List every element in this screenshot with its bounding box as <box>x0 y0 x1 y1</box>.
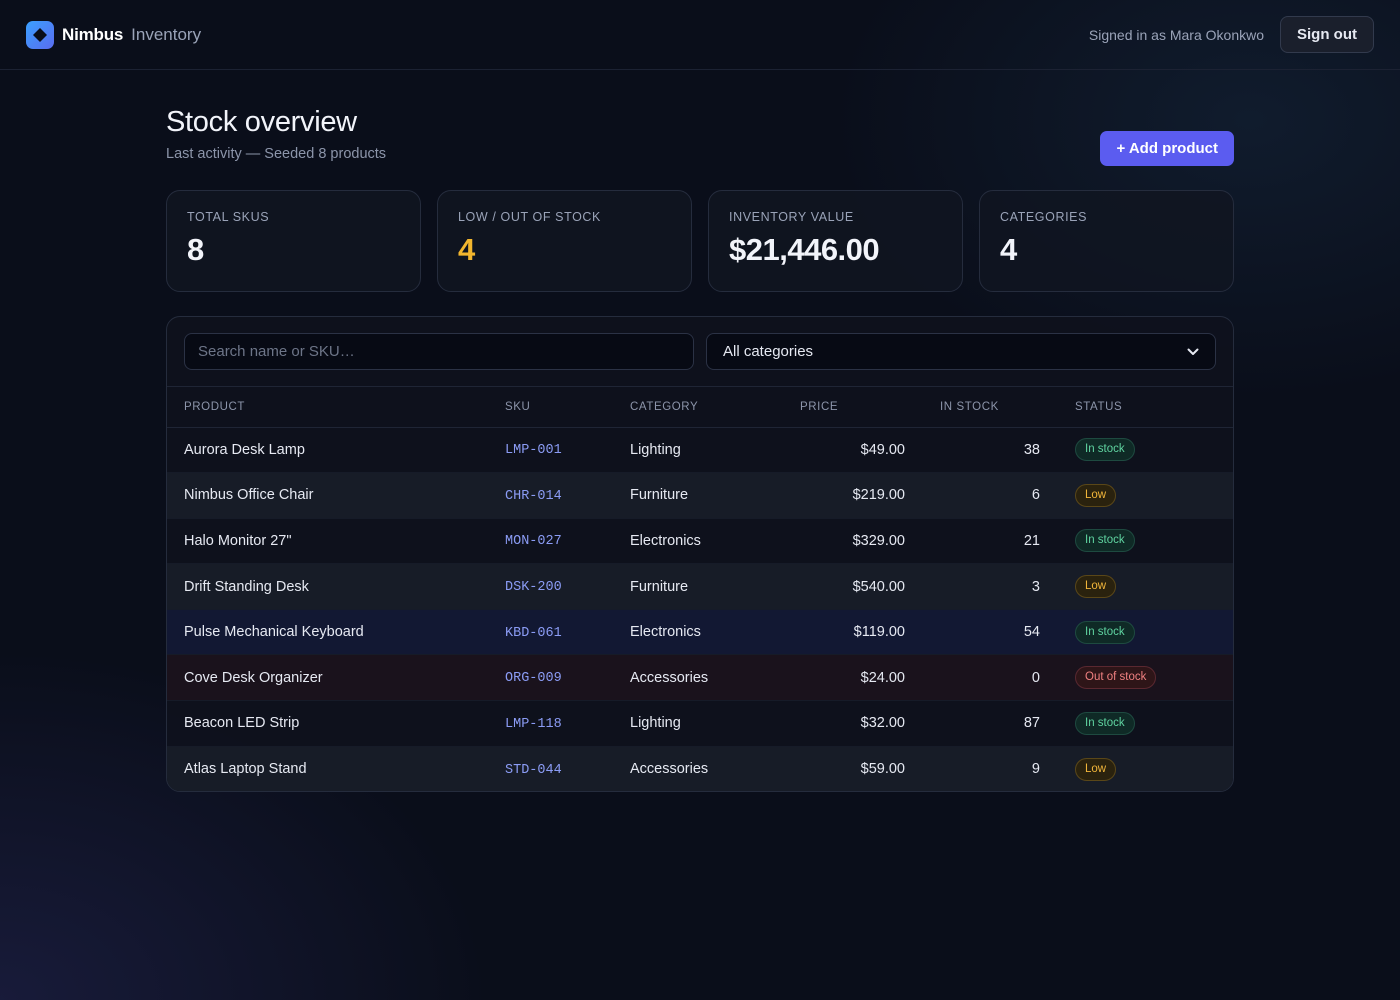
add-product-button[interactable]: + Add product <box>1100 131 1234 166</box>
stock-cell: 9 <box>905 746 1040 791</box>
column-header-in-stock[interactable]: IN STOCK <box>905 387 1040 428</box>
stat-card-low-stock: LOW / OUT OF STOCK 4 <box>437 190 692 292</box>
product-name: Nimbus Office Chair <box>167 472 505 519</box>
status-badge: Low <box>1075 575 1117 599</box>
column-header-product[interactable]: PRODUCT <box>167 387 505 428</box>
inventory-panel: All categories PRODUCT SKU CATEGORY PRIC… <box>166 316 1234 792</box>
last-activity-text: Last activity — Seeded 8 products <box>166 146 387 162</box>
sku-code: LMP-001 <box>505 443 562 459</box>
brand[interactable]: Nimbus Inventory <box>26 20 202 49</box>
status-badge: Low <box>1075 757 1117 781</box>
status-badge: In stock <box>1075 711 1135 735</box>
sku-code: DSK-200 <box>505 580 562 596</box>
table-row[interactable]: Drift Standing Desk DSK-200 Furniture $5… <box>167 563 1233 610</box>
sku-code: KBD-061 <box>505 625 562 641</box>
page-title: Stock overview <box>166 106 357 138</box>
stat-card-total-skus: TOTAL SKUS 8 <box>166 190 421 292</box>
column-header-category[interactable]: CATEGORY <box>630 387 800 428</box>
table-row[interactable]: Beacon LED Strip LMP-118 Lighting $32.00… <box>167 700 1233 747</box>
status-badge: In stock <box>1075 529 1135 553</box>
top-bar: Nimbus Inventory Signed in as Mara Okonk… <box>0 0 1400 70</box>
status-badge: Out of stock <box>1075 666 1157 690</box>
price-cell: $540.00 <box>800 563 905 610</box>
table-row[interactable]: Aurora Desk Lamp LMP-001 Lighting $49.00… <box>167 427 1233 474</box>
category-cell: Electronics <box>630 609 800 656</box>
table-header-row: PRODUCT SKU CATEGORY PRICE IN STOCK STAT… <box>167 387 1233 428</box>
product-name: Atlas Laptop Stand <box>167 746 505 791</box>
stock-cell: 6 <box>905 472 1040 519</box>
diamond-logo-icon <box>26 20 54 49</box>
product-name: Cove Desk Organizer <box>167 654 505 702</box>
status-badge: Low <box>1075 483 1117 507</box>
stock-cell: 0 <box>905 654 1040 702</box>
table-row[interactable]: Cove Desk Organizer ORG-009 Accessories … <box>167 654 1233 702</box>
stat-value: 4 <box>1000 232 1017 267</box>
category-cell: Furniture <box>630 563 800 610</box>
stat-value: 8 <box>187 232 204 267</box>
product-name: Halo Monitor 27" <box>167 518 505 565</box>
stat-value: $21,446.00 <box>729 232 880 267</box>
column-header-price[interactable]: PRICE <box>800 387 905 428</box>
table-row[interactable]: Pulse Mechanical Keyboard KBD-061 Electr… <box>167 609 1233 656</box>
table-row[interactable]: Atlas Laptop Stand STD-044 Accessories $… <box>167 746 1233 791</box>
category-select[interactable]: All categories <box>706 333 1216 370</box>
table-row[interactable]: Nimbus Office Chair CHR-014 Furniture $2… <box>167 472 1233 519</box>
sku-code: STD-044 <box>505 762 562 778</box>
stat-label: CATEGORIES <box>1000 210 1088 224</box>
category-cell: Furniture <box>630 472 800 519</box>
stats-row: TOTAL SKUS 8 LOW / OUT OF STOCK 4 INVENT… <box>166 190 1234 292</box>
signed-in-text: Signed in as Mara Okonkwo <box>1088 26 1264 43</box>
stock-cell: 3 <box>905 563 1040 610</box>
price-cell: $49.00 <box>800 427 905 474</box>
sku-code: CHR-014 <box>505 488 562 504</box>
sku-code: ORG-009 <box>505 671 562 687</box>
price-cell: $24.00 <box>800 654 905 702</box>
user-area: Signed in as Mara Okonkwo Sign out <box>1089 16 1374 53</box>
stock-cell: 54 <box>905 609 1040 656</box>
filter-bar: All categories <box>167 317 1233 387</box>
product-name: Beacon LED Strip <box>167 700 505 747</box>
stock-cell: 21 <box>905 518 1040 565</box>
app-name: Nimbus <box>62 24 124 44</box>
sku-code: MON-027 <box>505 534 562 550</box>
stat-value: 4 <box>458 232 475 267</box>
product-name: Drift Standing Desk <box>167 563 505 610</box>
page-header: Stock overview Last activity — Seeded 8 … <box>166 104 1234 174</box>
inventory-table: PRODUCT SKU CATEGORY PRICE IN STOCK STAT… <box>167 387 1233 791</box>
search-input[interactable] <box>184 333 694 370</box>
category-cell: Lighting <box>630 700 800 747</box>
category-cell: Lighting <box>630 427 800 474</box>
category-cell: Accessories <box>630 654 800 702</box>
price-cell: $329.00 <box>800 518 905 565</box>
table-row[interactable]: Halo Monitor 27" MON-027 Electronics $32… <box>167 518 1233 565</box>
chevron-down-icon <box>1187 343 1199 360</box>
product-name: Aurora Desk Lamp <box>167 427 505 474</box>
price-cell: $59.00 <box>800 746 905 791</box>
category-cell: Electronics <box>630 518 800 565</box>
sku-code: LMP-118 <box>505 716 562 732</box>
price-cell: $119.00 <box>800 609 905 656</box>
category-cell: Accessories <box>630 746 800 791</box>
product-name: Pulse Mechanical Keyboard <box>167 609 505 656</box>
stock-cell: 38 <box>905 427 1040 474</box>
price-cell: $219.00 <box>800 472 905 519</box>
status-badge: In stock <box>1075 438 1135 462</box>
stat-card-inventory-value: INVENTORY VALUE $21,446.00 <box>708 190 963 292</box>
status-badge: In stock <box>1075 620 1135 644</box>
column-header-status[interactable]: STATUS <box>1040 387 1233 428</box>
stock-cell: 87 <box>905 700 1040 747</box>
price-cell: $32.00 <box>800 700 905 747</box>
stat-card-categories: CATEGORIES 4 <box>979 190 1234 292</box>
stat-label: TOTAL SKUS <box>187 210 270 224</box>
stat-label: LOW / OUT OF STOCK <box>458 210 601 224</box>
app-section: Inventory <box>131 24 202 44</box>
stat-label: INVENTORY VALUE <box>729 210 854 224</box>
category-select-value: All categories <box>723 343 814 360</box>
column-header-sku[interactable]: SKU <box>505 387 630 428</box>
sign-out-button[interactable]: Sign out <box>1280 16 1374 53</box>
